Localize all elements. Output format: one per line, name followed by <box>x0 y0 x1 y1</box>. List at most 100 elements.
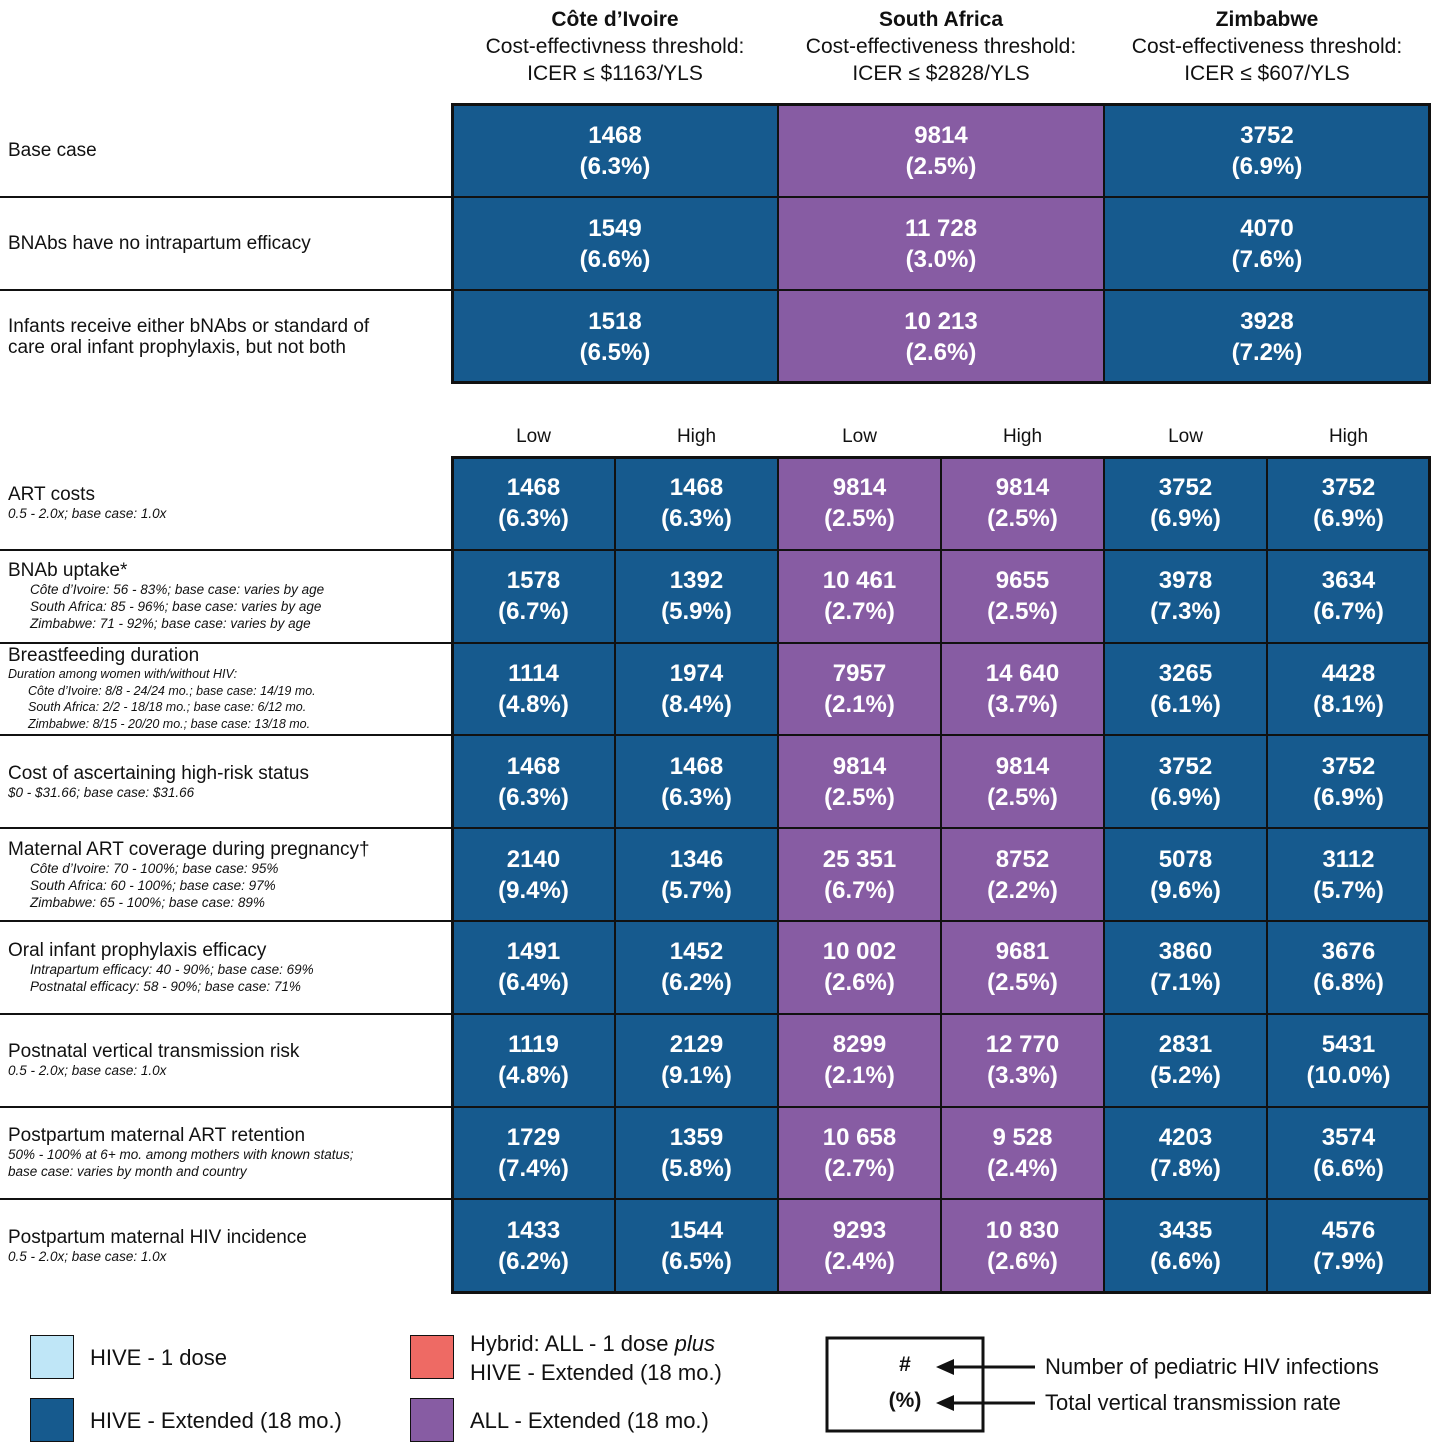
cell: 1549 (6.6%) <box>452 197 778 290</box>
count: 1433 <box>506 1216 561 1244</box>
cell: 2831 (5.2%) <box>1104 1013 1267 1107</box>
note: 0.5 - 2.0x; base case: 1.0x <box>8 1248 167 1264</box>
note: Postnatal efficacy: 58 - 90%; base case:… <box>30 978 301 994</box>
count: 2129 <box>669 1031 724 1059</box>
cell: 3752 (6.9%) <box>1267 457 1430 550</box>
rate: (6.9%) <box>1313 783 1384 811</box>
cell: 1468 (6.3%) <box>452 104 778 197</box>
count: 12 770 <box>985 1031 1060 1059</box>
count: 3574 <box>1321 1123 1376 1151</box>
column-header: South Africa Cost-effectiveness threshold… <box>778 6 1104 87</box>
level-label: High <box>1002 426 1043 447</box>
rate: (2.7%) <box>824 598 895 626</box>
legend-text: ALL - Extended (18 mo.) <box>470 1408 709 1433</box>
count: 9814 <box>995 752 1050 780</box>
count: 1119 <box>508 1031 559 1059</box>
count: 1468 <box>669 752 724 780</box>
count: 4070 <box>1240 214 1294 242</box>
cell: 3265 (6.1%) <box>1104 642 1267 736</box>
count: 9814 <box>914 121 968 149</box>
row-label: Breastfeeding duration Duration among wom… <box>8 643 448 736</box>
count: 14 640 <box>985 659 1060 687</box>
count: 1491 <box>506 938 561 966</box>
rate: (2.2%) <box>987 876 1058 904</box>
note: Côte d’Ivoire: 56 - 83%; base case: vari… <box>30 582 325 598</box>
key-count-text: Number of pediatric HIV infections <box>1045 1354 1379 1379</box>
label: Oral infant prophylaxis efficacy <box>8 939 267 961</box>
cell: 1491 (6.4%) <box>452 921 615 1014</box>
rate: (6.6%) <box>1150 1247 1221 1275</box>
note: 50% - 100% at 6+ mo. among mothers with … <box>8 1147 354 1163</box>
legend-swatch <box>30 1335 74 1379</box>
row-label: Maternal ART coverage during pregnancy† C… <box>8 828 448 921</box>
count: 1114 <box>508 659 559 687</box>
rate: (3.0%) <box>905 245 977 273</box>
separator <box>0 289 452 291</box>
row-label: Base case <box>8 104 448 197</box>
count: 3752 <box>1158 752 1213 780</box>
label: BNAb uptake* <box>8 560 128 582</box>
count: 5078 <box>1158 845 1213 873</box>
count: 10 002 <box>822 938 897 966</box>
note: South Africa: 85 - 96%; base case: varie… <box>30 599 322 615</box>
country: South Africa <box>878 8 1004 31</box>
cell: 1452 (6.2%) <box>615 921 778 1014</box>
separator <box>0 734 452 737</box>
note: Zimbabwe: 65 - 100%; base case: 89% <box>30 894 265 910</box>
count: 9293 <box>832 1216 887 1244</box>
cell: 25 351 (6.7%) <box>778 828 941 921</box>
count: 3752 <box>1321 474 1376 502</box>
cell: 1544 (6.5%) <box>615 1199 778 1293</box>
note: South Africa: 2/2 - 18/18 mo.; base case… <box>28 700 307 715</box>
rate: (2.5%) <box>987 783 1058 811</box>
legend-text: HIVE - Extended (18 mo.) <box>470 1360 722 1385</box>
cell: 1468 (6.3%) <box>452 735 615 829</box>
cell: 3634 (6.7%) <box>1267 549 1430 643</box>
threshold: ICER ≤ $2828/YLS <box>852 62 1030 85</box>
cell: 10 658 (2.7%) <box>778 1106 941 1200</box>
divider <box>614 457 616 1293</box>
rate: (6.7%) <box>824 876 895 904</box>
rate: (6.5%) <box>579 338 651 366</box>
cell: 4203 (7.8%) <box>1104 1106 1267 1200</box>
cell: 8752 (2.2%) <box>941 828 1104 921</box>
rate: (2.5%) <box>987 969 1058 997</box>
label: Postpartum maternal HIV incidence <box>8 1226 307 1248</box>
rate: (5.9%) <box>661 598 732 626</box>
rate: (4.8%) <box>498 1062 569 1090</box>
legend-text: HIVE - Extended (18 mo.) <box>90 1408 342 1433</box>
rate: (6.1%) <box>1150 690 1221 718</box>
count: 10 658 <box>822 1123 897 1151</box>
cell: 5431 (10.0%) <box>1267 1013 1430 1107</box>
count: 3752 <box>1321 752 1376 780</box>
key-rate: (%) <box>888 1389 922 1412</box>
label: Infants receive either bNAbs or standard… <box>8 315 370 358</box>
key-rate-text: Total vertical transmission rate <box>1045 1390 1341 1415</box>
separator <box>0 641 452 644</box>
label: Postnatal vertical transmission risk <box>8 1041 300 1063</box>
rate: (7.6%) <box>1231 245 1303 273</box>
count: 1544 <box>669 1216 724 1244</box>
level-label: High <box>1328 426 1369 447</box>
count: 10 213 <box>904 307 978 335</box>
count: 3928 <box>1240 307 1294 335</box>
label: Breastfeeding duration <box>8 645 200 667</box>
rate: (9.1%) <box>661 1062 732 1090</box>
cell: 11 728 (3.0%) <box>778 197 1104 290</box>
cell: 9293 (2.4%) <box>778 1199 941 1293</box>
rate: (8.1%) <box>1313 690 1384 718</box>
count: 3634 <box>1321 567 1376 595</box>
rate: (8.4%) <box>661 690 732 718</box>
cell: 2140 (9.4%) <box>452 828 615 921</box>
note: base case: varies by month and country <box>8 1164 247 1180</box>
cell: 5078 (9.6%) <box>1104 828 1267 921</box>
key-count: # <box>899 1353 911 1376</box>
cell: 3860 (7.1%) <box>1104 921 1267 1014</box>
row-label: BNAb uptake* Côte d’Ivoire: 56 - 83%; bas… <box>8 550 448 643</box>
cell: 3978 (7.3%) <box>1104 549 1267 643</box>
rate: (6.8%) <box>1313 969 1384 997</box>
cell: 9814 (2.5%) <box>941 735 1104 829</box>
cell: 3752 (6.9%) <box>1104 104 1430 197</box>
cell: 1518 (6.5%) <box>452 290 778 383</box>
separator <box>0 827 452 830</box>
